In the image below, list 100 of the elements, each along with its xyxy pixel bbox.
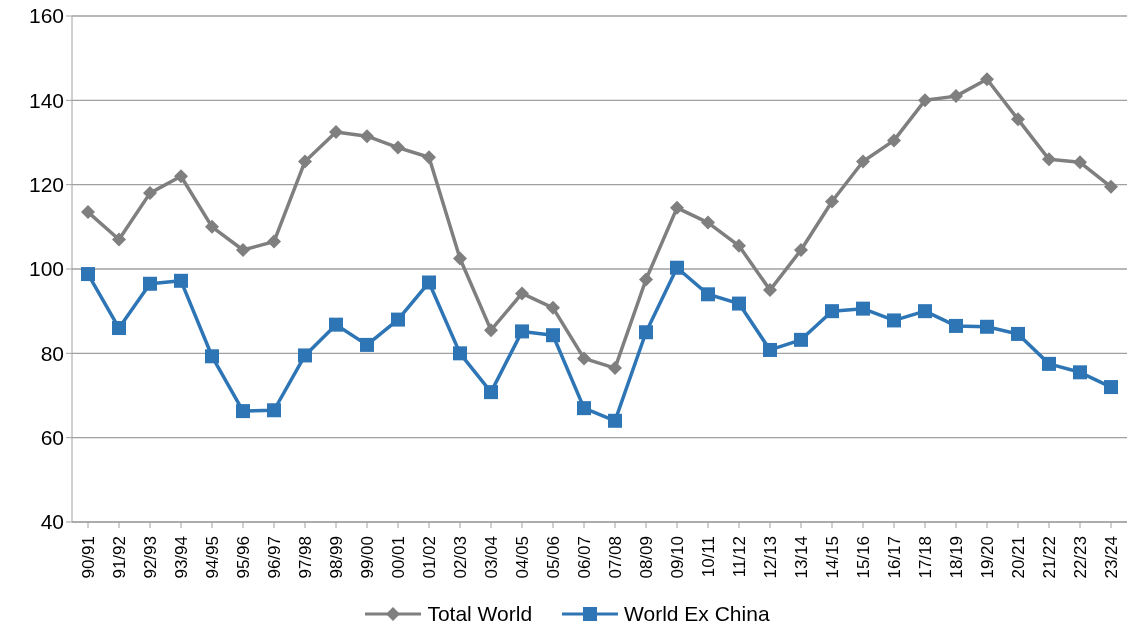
point — [81, 267, 95, 282]
point — [112, 321, 126, 336]
x-tick-label: 18/19 — [946, 536, 966, 579]
y-tick-label: 160 — [28, 4, 64, 28]
point — [794, 332, 808, 347]
x-tick-label: 92/93 — [140, 536, 160, 579]
point — [112, 232, 126, 247]
point — [546, 328, 560, 343]
x-tick-label: 22/23 — [1070, 536, 1090, 579]
point — [577, 401, 591, 416]
point — [267, 234, 281, 249]
x-tick-label: 02/03 — [450, 536, 470, 579]
point — [949, 318, 963, 333]
point — [1011, 112, 1025, 127]
point — [298, 348, 312, 363]
x-tick-label: 13/14 — [791, 536, 811, 579]
x-tick-label: 23/24 — [1101, 536, 1121, 579]
point — [205, 349, 219, 364]
x-tick-label: 16/17 — [884, 536, 904, 579]
point — [763, 342, 777, 357]
x-tick-label: 04/05 — [512, 536, 532, 579]
point — [949, 89, 963, 104]
point — [236, 243, 250, 258]
point — [1104, 380, 1118, 395]
x-tick-label: 91/92 — [109, 536, 129, 579]
point — [887, 133, 901, 148]
point — [143, 276, 157, 291]
point — [1104, 179, 1118, 194]
x-tick-label: 01/02 — [419, 536, 439, 579]
x-tick-label: 07/08 — [605, 536, 625, 579]
point — [484, 323, 498, 338]
legend-label: Total World — [427, 602, 533, 626]
point — [794, 243, 808, 258]
point — [639, 272, 653, 287]
point — [856, 154, 870, 169]
point — [887, 313, 901, 328]
y-tick-label: 40 — [40, 510, 64, 534]
point — [391, 140, 405, 155]
x-tick-label: 11/12 — [729, 536, 749, 578]
point — [980, 319, 994, 334]
point — [639, 325, 653, 340]
y-tick-label: 140 — [28, 88, 64, 112]
y-tick-label: 120 — [28, 173, 64, 197]
point — [422, 275, 436, 290]
x-tick-label: 21/22 — [1039, 536, 1059, 579]
point — [236, 404, 250, 419]
x-tick-label: 98/99 — [326, 536, 346, 579]
point — [360, 337, 374, 352]
point — [453, 251, 467, 266]
x-tick-label: 08/09 — [636, 536, 656, 579]
point — [608, 361, 622, 376]
x-tick-label: 96/97 — [264, 536, 284, 579]
point — [515, 324, 529, 339]
x-tick-label: 06/07 — [574, 536, 594, 579]
x-tick-label: 05/06 — [543, 536, 563, 579]
x-tick-label: 17/18 — [915, 536, 935, 579]
x-tick-label: 20/21 — [1008, 536, 1028, 579]
point — [1042, 356, 1056, 371]
x-tick-label: 93/94 — [171, 536, 191, 579]
point — [484, 385, 498, 400]
point — [670, 260, 684, 275]
point — [732, 238, 746, 253]
point — [174, 273, 188, 288]
point — [918, 304, 932, 319]
point — [391, 312, 405, 327]
point — [701, 215, 715, 230]
point — [360, 129, 374, 144]
point — [856, 301, 870, 316]
point — [670, 200, 684, 215]
point — [298, 154, 312, 169]
x-tick-label: 14/15 — [822, 536, 842, 579]
point — [763, 283, 777, 298]
point — [732, 296, 746, 311]
y-tick-label: 60 — [40, 426, 64, 450]
x-tick-label: 09/10 — [667, 536, 687, 579]
point — [701, 287, 715, 302]
legend-label: World Ex China — [624, 602, 770, 626]
point — [980, 72, 994, 87]
point — [1073, 155, 1087, 170]
point — [546, 300, 560, 315]
point — [918, 93, 932, 108]
x-tick-label: 00/01 — [388, 536, 408, 579]
x-tick-label: 03/04 — [481, 536, 501, 579]
point — [81, 205, 95, 220]
x-tick-label: 19/20 — [977, 536, 997, 579]
x-tick-label: 15/16 — [853, 536, 873, 579]
point — [515, 286, 529, 301]
x-tick-label: 95/96 — [233, 536, 253, 579]
point — [143, 186, 157, 201]
y-tick-label: 80 — [40, 341, 64, 365]
point — [422, 150, 436, 165]
point — [1042, 152, 1056, 167]
point — [329, 124, 343, 139]
x-tick-label: 12/13 — [760, 536, 780, 579]
x-tick-label: 90/91 — [78, 536, 98, 579]
point — [1073, 365, 1087, 380]
x-tick-label: 10/11 — [698, 536, 718, 578]
y-tick-label: 100 — [28, 257, 64, 281]
point — [825, 194, 839, 209]
point — [453, 346, 467, 361]
